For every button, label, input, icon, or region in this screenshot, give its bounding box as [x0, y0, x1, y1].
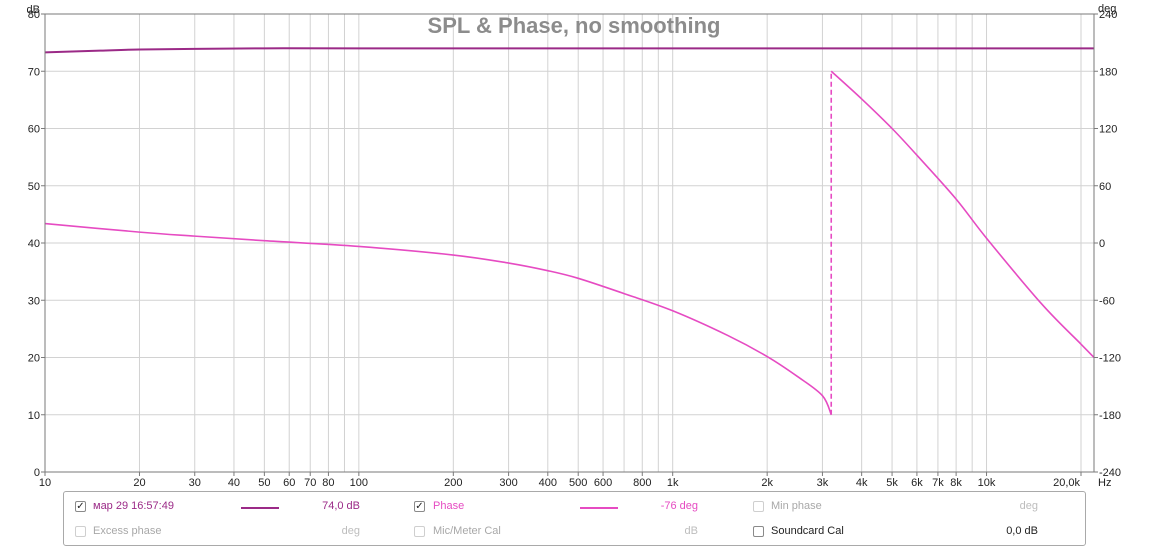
x-tick-label: 4k: [856, 477, 868, 489]
y-left-tick-label: 70: [28, 66, 40, 78]
phase-series-line: [44, 222, 832, 416]
soundcard-cal-label: Soundcard Cal: [771, 525, 844, 537]
spl-series-label: мар 29 16:57:49: [93, 500, 174, 512]
x-tick-label: 100: [350, 477, 368, 489]
mic-meter-cal-checkbox[interactable]: [414, 526, 425, 537]
mic-meter-cal-readout: dB: [684, 525, 698, 537]
x-tick-label: 80: [322, 477, 334, 489]
spl-phase-chart[interactable]: 01020304050607080-240-180-120-6006012018…: [0, 0, 1150, 490]
x-tick-label: 10: [39, 477, 51, 489]
chart-title: SPL & Phase, no smoothing: [428, 13, 721, 38]
soundcard-cal-checkbox[interactable]: [753, 526, 764, 537]
x-tick-label: 300: [499, 477, 517, 489]
x-tick-label: 5k: [886, 477, 898, 489]
x-tick-label: 1k: [667, 477, 679, 489]
x-tick-label: 3k: [817, 477, 829, 489]
min-phase-checkbox[interactable]: [753, 501, 764, 512]
x-tick-label: 2k: [761, 477, 773, 489]
x-tick-label: 20: [133, 477, 145, 489]
y-right-tick-label: -120: [1099, 353, 1121, 365]
x-tick-label: 500: [569, 477, 587, 489]
excess-phase-label: Excess phase: [93, 525, 162, 537]
y-right-unit-label: deg: [1098, 3, 1116, 15]
x-tick-label: 200: [444, 477, 462, 489]
y-left-unit-label: dB: [27, 4, 40, 16]
y-left-tick-label: 10: [28, 410, 40, 422]
x-tick-label: 20,0k: [1053, 477, 1080, 489]
x-tick-label: 10k: [978, 477, 996, 489]
y-left-tick-label: 0: [34, 467, 40, 479]
x-tick-label: 600: [594, 477, 612, 489]
spl-line-swatch: [241, 507, 279, 509]
phase-line-swatch: [580, 507, 618, 509]
x-tick-label: 50: [258, 477, 270, 489]
x-unit-label: Hz: [1098, 477, 1111, 489]
min-phase-label: Min phase: [771, 500, 822, 512]
x-tick-label: 800: [633, 477, 651, 489]
soundcard-cal-readout: 0,0 dB: [1006, 525, 1038, 537]
x-tick-label: 30: [189, 477, 201, 489]
chart-grid: [45, 14, 1094, 472]
y-right-tick-label: -60: [1099, 295, 1115, 307]
x-tick-label: 8k: [950, 477, 962, 489]
min-phase-readout: deg: [1019, 500, 1038, 512]
y-left-tick-label: 40: [28, 238, 40, 250]
y-left-tick-label: 80: [28, 9, 40, 21]
phase-series-line: [830, 70, 1095, 359]
y-right-tick-label: 60: [1099, 181, 1111, 193]
chart-axes: 01020304050607080-240-180-120-6006012018…: [27, 3, 1122, 489]
excess-phase-readout: deg: [341, 525, 360, 537]
mic-meter-cal-label: Mic/Meter Cal: [433, 525, 501, 537]
spl-checkbox[interactable]: ✓: [75, 501, 86, 512]
spl-series-line: [44, 47, 1094, 54]
y-right-tick-label: 0: [1099, 238, 1105, 250]
chart-series-layer: [44, 47, 1095, 416]
y-right-tick-label: -240: [1099, 467, 1121, 479]
x-tick-label: 6k: [911, 477, 923, 489]
x-tick-label: 70: [304, 477, 316, 489]
x-tick-label: 40: [228, 477, 240, 489]
x-tick-label: 60: [283, 477, 295, 489]
y-left-tick-label: 20: [28, 353, 40, 365]
phase-checkbox[interactable]: ✓: [414, 501, 425, 512]
phase-readout: -76 deg: [660, 500, 698, 512]
y-right-tick-label: -180: [1099, 410, 1121, 422]
legend-panel: ✓ мар 29 16:57:49 74,0 dB ✓ Phase -76 de…: [63, 491, 1086, 546]
y-left-tick-label: 60: [28, 124, 40, 136]
y-right-tick-label: 240: [1099, 9, 1117, 21]
y-left-tick-label: 50: [28, 181, 40, 193]
x-tick-label: 7k: [932, 477, 944, 489]
y-left-tick-label: 30: [28, 295, 40, 307]
spl-readout: 74,0 dB: [322, 500, 360, 512]
excess-phase-checkbox[interactable]: [75, 526, 86, 537]
phase-series-label: Phase: [433, 500, 465, 512]
y-right-tick-label: 120: [1099, 124, 1117, 136]
y-right-tick-label: 180: [1099, 66, 1117, 78]
x-tick-label: 400: [539, 477, 557, 489]
